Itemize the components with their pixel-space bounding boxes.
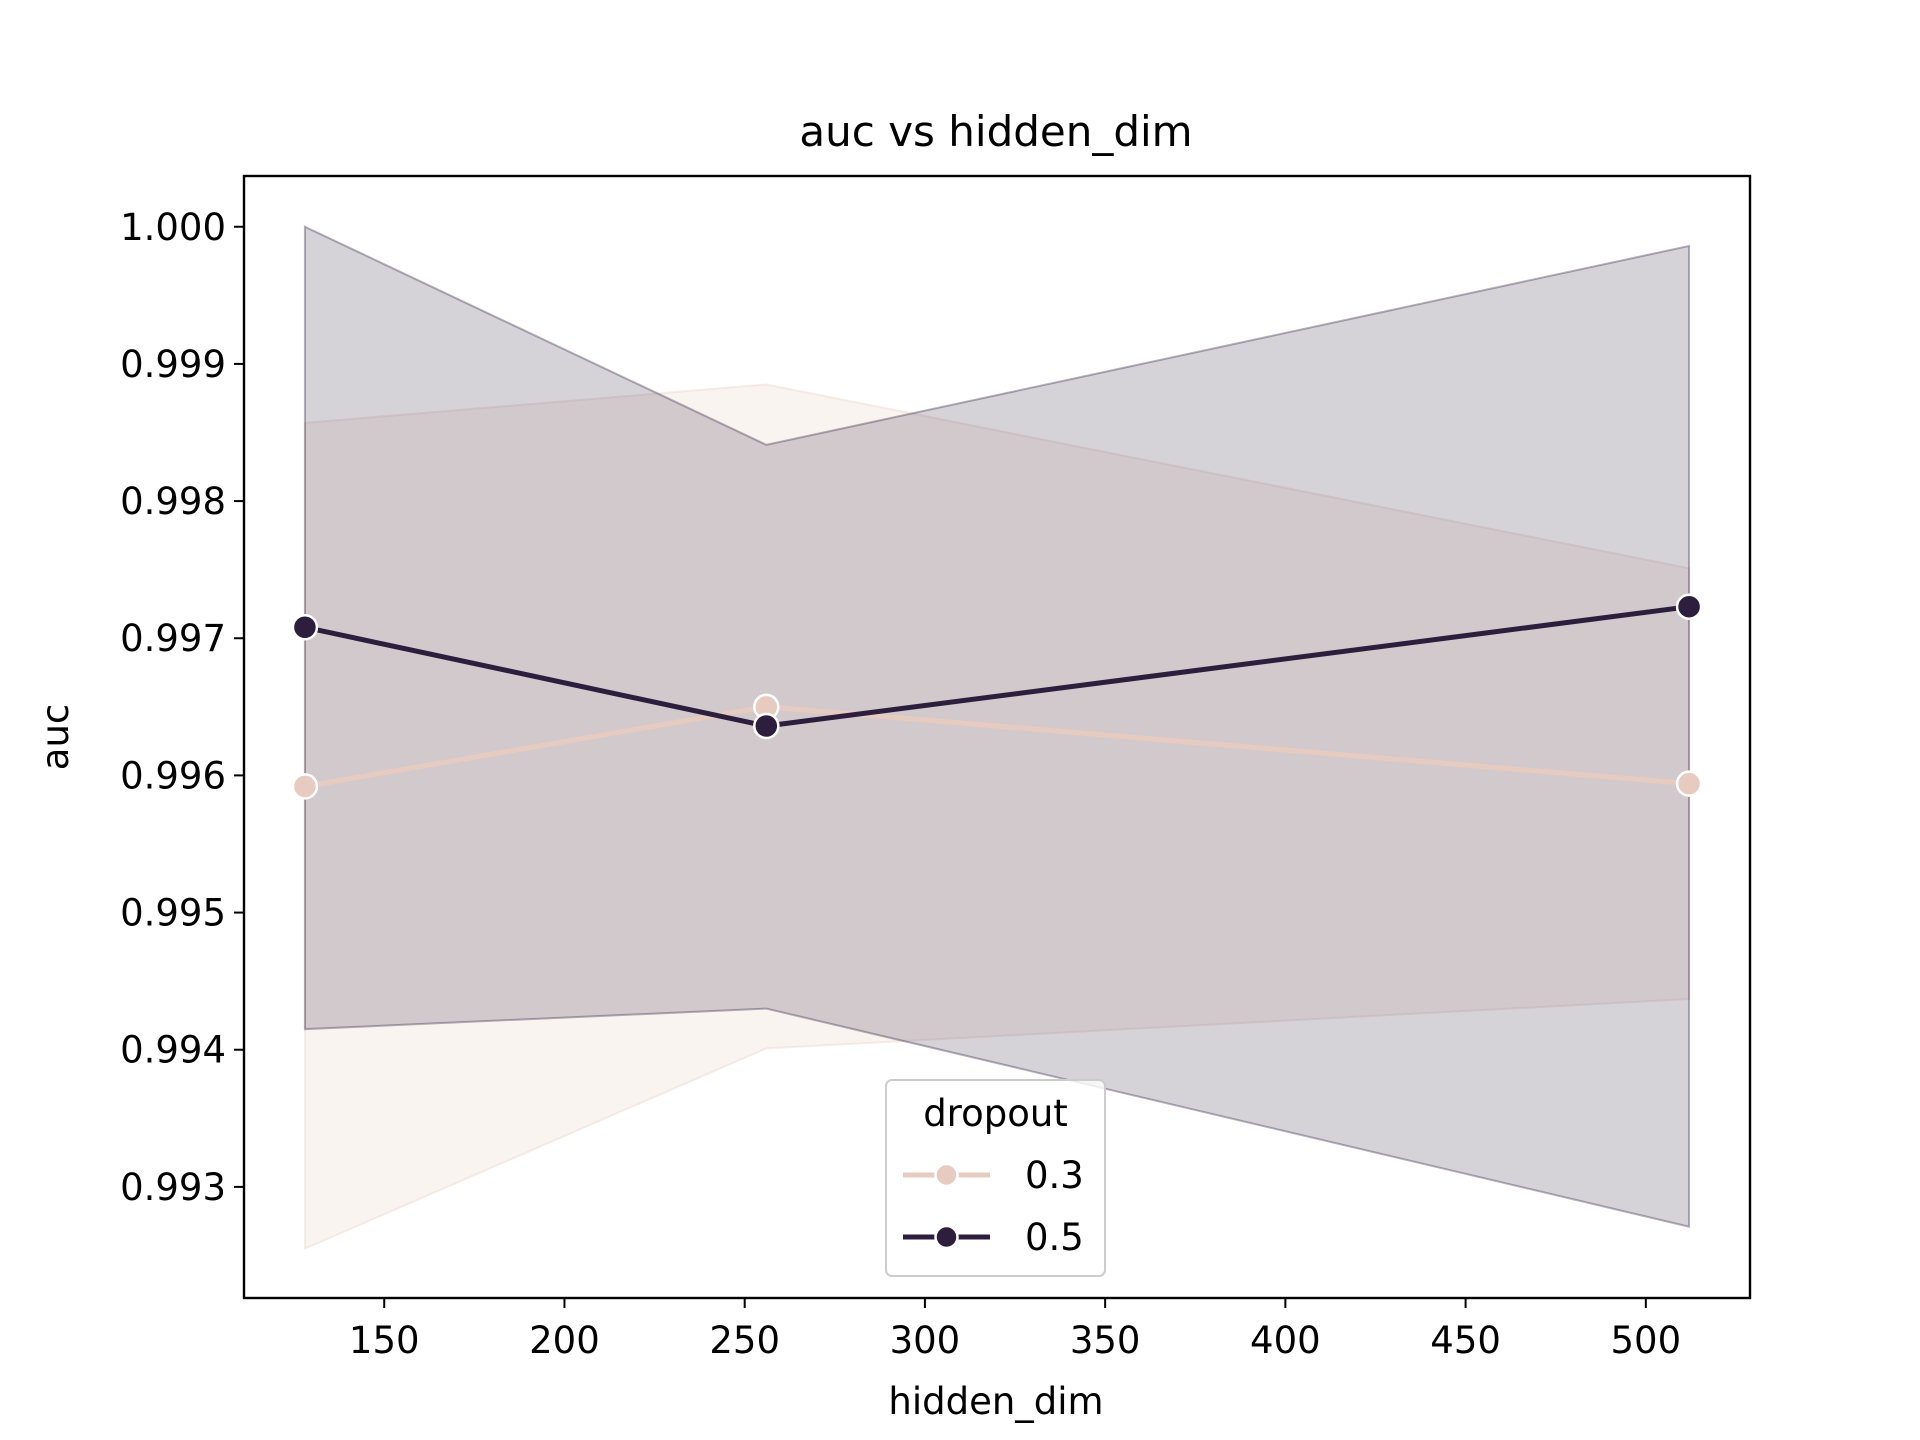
y-tick-label: 0.993 [120, 1166, 226, 1209]
legend-title: dropout [923, 1092, 1068, 1135]
legend-marker [934, 1162, 959, 1188]
legend-entries: 0.30.5 [903, 1154, 1084, 1259]
data-point [291, 773, 319, 800]
confidence-band-0.3 [303, 383, 1691, 1251]
x-tick-label: 400 [1250, 1319, 1321, 1362]
series-points [291, 593, 1703, 800]
data-point [1675, 593, 1703, 620]
y-tick-label: 0.994 [120, 1029, 226, 1072]
y-tick-label: 0.995 [120, 892, 226, 935]
legend-label: 0.5 [1025, 1216, 1084, 1259]
chart-title: auc vs hidden_dim [799, 107, 1192, 156]
x-tick-label: 200 [529, 1319, 600, 1362]
y-tick-label: 0.996 [120, 754, 226, 797]
plot-frame [242, 174, 1752, 1300]
x-tick-label: 450 [1430, 1319, 1501, 1362]
legend-marker [934, 1224, 959, 1250]
legend: dropout 0.30.5 [885, 1079, 1106, 1277]
y-tick-label: 0.998 [120, 480, 226, 523]
y-tick-label: 0.999 [120, 343, 226, 386]
data-point [753, 712, 780, 740]
x-tick-label: 150 [349, 1319, 420, 1362]
y-axis: 0.993 0.994 0.995 0.996 0.997 0.998 0.999 1.000 [120, 206, 244, 1209]
x-tick-label: 250 [709, 1319, 780, 1362]
x-axis-label: hidden_dim [888, 1380, 1103, 1423]
y-axis-label: auc [34, 704, 77, 770]
y-tick-label: 1.000 [120, 206, 226, 249]
x-tick-label: 500 [1611, 1319, 1682, 1362]
y-tick-label: 0.997 [120, 617, 226, 660]
x-axis: 150 200 250 300 350 400 450 500 [349, 1298, 1681, 1362]
data-point [1675, 770, 1703, 797]
x-tick-label: 350 [1070, 1319, 1141, 1362]
legend-label: 0.3 [1025, 1154, 1084, 1197]
data-point [291, 614, 319, 641]
x-tick-label: 300 [890, 1319, 961, 1362]
